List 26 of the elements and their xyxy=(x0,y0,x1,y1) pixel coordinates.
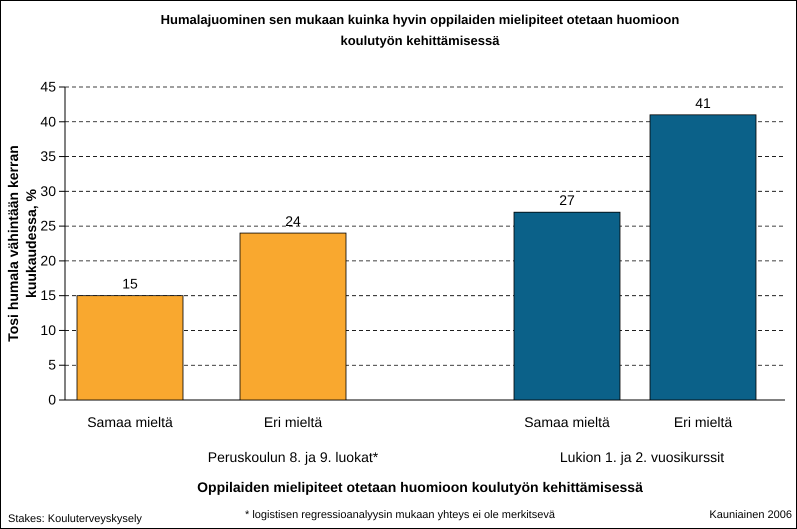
y-tick-label: 40 xyxy=(40,113,56,130)
x-tick-label: Eri mieltä xyxy=(674,414,732,430)
x-tick-label: Eri mieltä xyxy=(264,414,322,430)
y-tick-label: 45 xyxy=(40,78,56,94)
text: Stakes: Kouluterveyskysely xyxy=(8,513,142,525)
y-tick-label: 5 xyxy=(48,356,56,373)
y-tick-label: 35 xyxy=(40,148,56,164)
text: * logistisen regressioanalyysin mukaan yhteys ei ole merkitsevä xyxy=(245,509,556,521)
y-tick-label: 30 xyxy=(40,182,56,199)
y-tick-label: 15 xyxy=(40,287,56,304)
data-label: 27 xyxy=(559,192,575,208)
text: Lukion 1. ja 2. vuosikurssit xyxy=(560,449,724,465)
data-label: 24 xyxy=(285,213,301,230)
data-label: 15 xyxy=(122,276,138,292)
y-tick-label: 25 xyxy=(40,218,56,234)
y-tick-label: 20 xyxy=(40,252,56,268)
y-tick-label: 10 xyxy=(40,322,56,338)
x-tick-label: Samaa mieltä xyxy=(87,414,174,430)
text: Peruskoulun 8. ja 9. luokat* xyxy=(208,449,379,465)
chart-title: Humalajuominen sen mukaan kuinka hyvin oppilaiden mielipiteet otetaan huomioon koulutyön kehittämisessä xyxy=(160,12,680,48)
text: Kauniainen 2006 xyxy=(709,509,792,521)
x-tick-label: Samaa mieltä xyxy=(524,414,610,430)
data-label: 41 xyxy=(695,94,711,111)
x-axis-title: Oppilaiden mielipiteet otetaan huomioon koulutyön kehittämisessä xyxy=(197,479,644,495)
y-axis-title: Tosi humala vähintään kerran kuukaudessa, % xyxy=(5,145,39,342)
y-tick-label: 0 xyxy=(48,391,56,408)
